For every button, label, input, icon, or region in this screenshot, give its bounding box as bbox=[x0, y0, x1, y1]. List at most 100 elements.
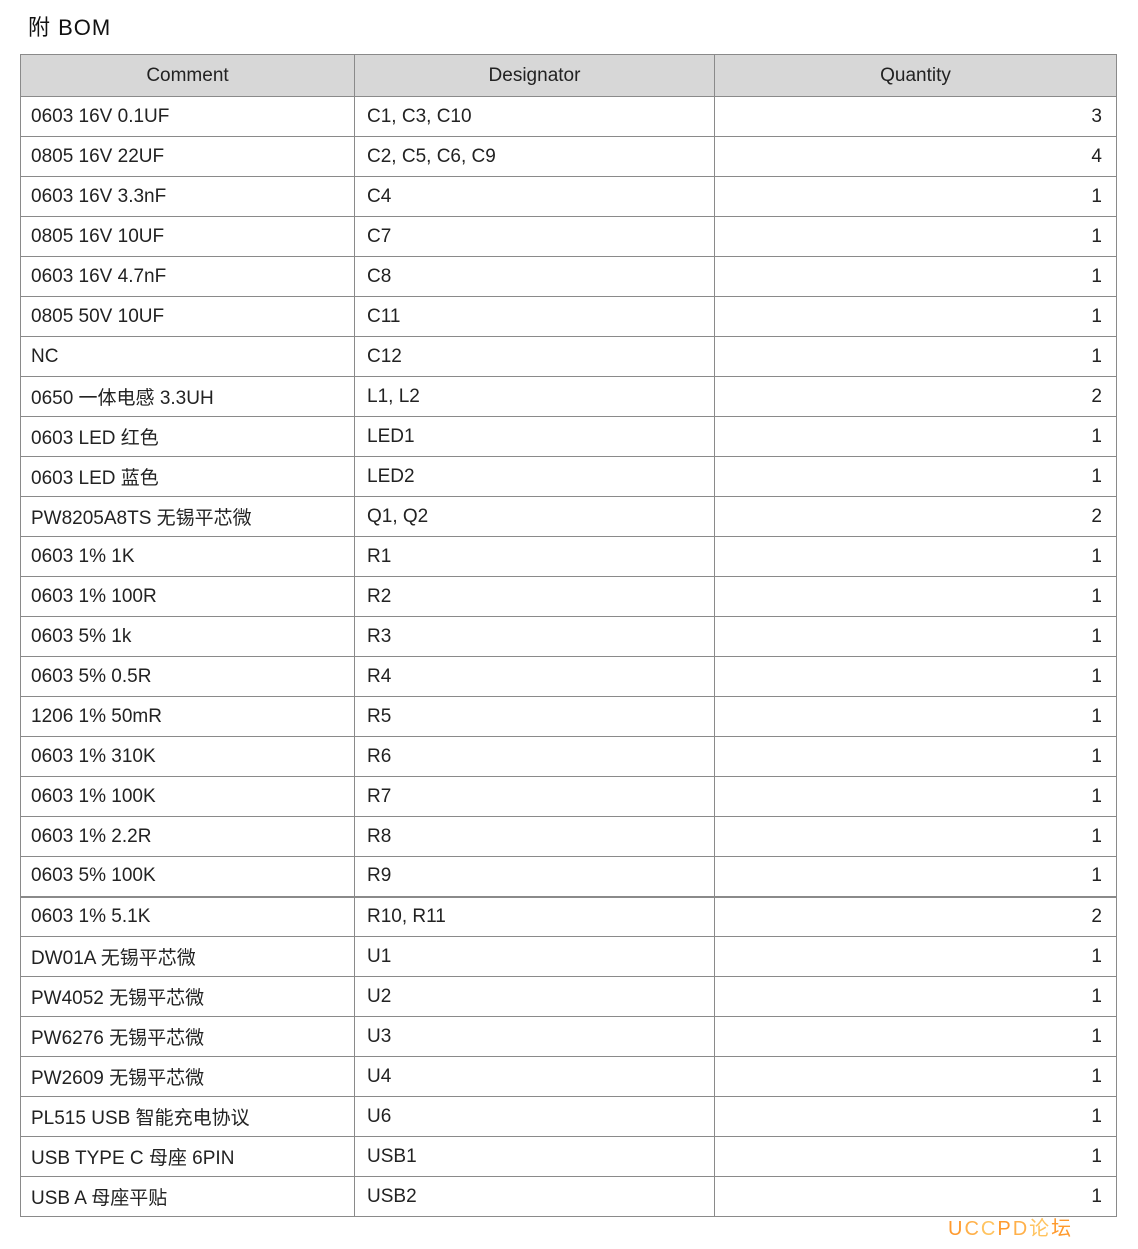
cell-comment: PL515 USB 智能充电协议 bbox=[21, 1097, 355, 1137]
cell-designator: C8 bbox=[355, 257, 715, 297]
cell-designator: L1, L2 bbox=[355, 377, 715, 417]
col-header-quantity: Quantity bbox=[715, 55, 1117, 97]
cell-comment: 0603 1% 100R bbox=[21, 577, 355, 617]
cell-quantity: 1 bbox=[715, 297, 1117, 337]
cell-comment: 0650 一体电感 3.3UH bbox=[21, 377, 355, 417]
cell-comment: 0603 LED 蓝色 bbox=[21, 457, 355, 497]
cell-designator: C4 bbox=[355, 177, 715, 217]
cell-quantity: 1 bbox=[715, 617, 1117, 657]
cell-comment: 0603 5% 1k bbox=[21, 617, 355, 657]
cell-designator: C12 bbox=[355, 337, 715, 377]
cell-quantity: 1 bbox=[715, 777, 1117, 817]
cell-comment: 0603 1% 2.2R bbox=[21, 817, 355, 857]
table-header-row: Comment Designator Quantity bbox=[21, 55, 1117, 97]
cell-quantity: 1 bbox=[715, 537, 1117, 577]
cell-quantity: 1 bbox=[715, 577, 1117, 617]
cell-quantity: 1 bbox=[715, 857, 1117, 897]
table-row: 0603 16V 0.1UFC1, C3, C103 bbox=[21, 97, 1117, 137]
cell-designator: Q1, Q2 bbox=[355, 497, 715, 537]
cell-quantity: 1 bbox=[715, 1057, 1117, 1097]
table-row: PW4052 无锡平芯微U21 bbox=[21, 977, 1117, 1017]
cell-quantity: 2 bbox=[715, 377, 1117, 417]
table-row: 1206 1% 50mRR51 bbox=[21, 697, 1117, 737]
cell-quantity: 1 bbox=[715, 977, 1117, 1017]
cell-designator: U1 bbox=[355, 937, 715, 977]
cell-designator: R9 bbox=[355, 857, 715, 897]
cell-comment: 0603 16V 4.7nF bbox=[21, 257, 355, 297]
cell-designator: U4 bbox=[355, 1057, 715, 1097]
table-row: PW2609 无锡平芯微U41 bbox=[21, 1057, 1117, 1097]
table-row: PW6276 无锡平芯微U31 bbox=[21, 1017, 1117, 1057]
cell-designator: R1 bbox=[355, 537, 715, 577]
cell-comment: PW4052 无锡平芯微 bbox=[21, 977, 355, 1017]
table-row: 0603 LED 蓝色LED21 bbox=[21, 457, 1117, 497]
table-row: 0805 16V 22UFC2, C5, C6, C94 bbox=[21, 137, 1117, 177]
cell-comment: 0603 5% 0.5R bbox=[21, 657, 355, 697]
cell-quantity: 4 bbox=[715, 137, 1117, 177]
cell-quantity: 1 bbox=[715, 457, 1117, 497]
table-row: 0603 5% 0.5RR41 bbox=[21, 657, 1117, 697]
cell-comment: 1206 1% 50mR bbox=[21, 697, 355, 737]
cell-quantity: 2 bbox=[715, 497, 1117, 537]
table-row: 0603 16V 3.3nFC41 bbox=[21, 177, 1117, 217]
cell-comment: 0805 50V 10UF bbox=[21, 297, 355, 337]
cell-quantity: 1 bbox=[715, 817, 1117, 857]
cell-comment: DW01A 无锡平芯微 bbox=[21, 937, 355, 977]
cell-comment: PW6276 无锡平芯微 bbox=[21, 1017, 355, 1057]
table-row: 0603 1% 100KR71 bbox=[21, 777, 1117, 817]
bom-table: Comment Designator Quantity 0603 16V 0.1… bbox=[20, 54, 1117, 1217]
cell-designator: U3 bbox=[355, 1017, 715, 1057]
cell-designator: C1, C3, C10 bbox=[355, 97, 715, 137]
table-row: 0603 5% 1kR31 bbox=[21, 617, 1117, 657]
cell-designator: C11 bbox=[355, 297, 715, 337]
table-row: 0603 1% 5.1KR10, R112 bbox=[21, 897, 1117, 937]
cell-designator: R3 bbox=[355, 617, 715, 657]
cell-quantity: 2 bbox=[715, 897, 1117, 937]
table-row: 0603 1% 310KR61 bbox=[21, 737, 1117, 777]
table-row: 0805 50V 10UFC111 bbox=[21, 297, 1117, 337]
cell-comment: 0805 16V 22UF bbox=[21, 137, 355, 177]
cell-quantity: 1 bbox=[715, 177, 1117, 217]
cell-comment: PW8205A8TS 无锡平芯微 bbox=[21, 497, 355, 537]
cell-designator: R2 bbox=[355, 577, 715, 617]
cell-designator: U6 bbox=[355, 1097, 715, 1137]
cell-quantity: 1 bbox=[715, 1097, 1117, 1137]
table-row: 0650 一体电感 3.3UHL1, L22 bbox=[21, 377, 1117, 417]
cell-quantity: 1 bbox=[715, 417, 1117, 457]
cell-comment: 0603 1% 310K bbox=[21, 737, 355, 777]
table-row: DW01A 无锡平芯微U11 bbox=[21, 937, 1117, 977]
cell-quantity: 3 bbox=[715, 97, 1117, 137]
table-row: 0603 5% 100KR91 bbox=[21, 857, 1117, 897]
cell-quantity: 1 bbox=[715, 697, 1117, 737]
col-header-designator: Designator bbox=[355, 55, 715, 97]
cell-designator: U2 bbox=[355, 977, 715, 1017]
cell-comment: 0603 1% 100K bbox=[21, 777, 355, 817]
cell-designator: R8 bbox=[355, 817, 715, 857]
table-row: 0603 16V 4.7nFC81 bbox=[21, 257, 1117, 297]
cell-designator: R10, R11 bbox=[355, 897, 715, 937]
cell-designator: R4 bbox=[355, 657, 715, 697]
table-row: USB TYPE C 母座 6PINUSB11 bbox=[21, 1137, 1117, 1177]
table-row: 0603 1% 100RR21 bbox=[21, 577, 1117, 617]
cell-designator: R6 bbox=[355, 737, 715, 777]
cell-comment: 0603 16V 3.3nF bbox=[21, 177, 355, 217]
cell-comment: 0603 1% 1K bbox=[21, 537, 355, 577]
cell-quantity: 1 bbox=[715, 1137, 1117, 1177]
table-row: PW8205A8TS 无锡平芯微Q1, Q22 bbox=[21, 497, 1117, 537]
table-row: NCC121 bbox=[21, 337, 1117, 377]
cell-designator: R5 bbox=[355, 697, 715, 737]
table-row: 0603 1% 1KR11 bbox=[21, 537, 1117, 577]
cell-quantity: 1 bbox=[715, 937, 1117, 977]
page-title: 附 BOM bbox=[28, 10, 1118, 42]
cell-designator: LED2 bbox=[355, 457, 715, 497]
cell-comment: 0603 5% 100K bbox=[21, 857, 355, 897]
col-header-comment: Comment bbox=[21, 55, 355, 97]
cell-comment: PW2609 无锡平芯微 bbox=[21, 1057, 355, 1097]
table-row: PL515 USB 智能充电协议U61 bbox=[21, 1097, 1117, 1137]
cell-designator: C2, C5, C6, C9 bbox=[355, 137, 715, 177]
table-row: 0805 16V 10UFC71 bbox=[21, 217, 1117, 257]
cell-designator: C7 bbox=[355, 217, 715, 257]
cell-quantity: 1 bbox=[715, 337, 1117, 377]
cell-comment: 0603 1% 5.1K bbox=[21, 897, 355, 937]
cell-quantity: 1 bbox=[715, 257, 1117, 297]
